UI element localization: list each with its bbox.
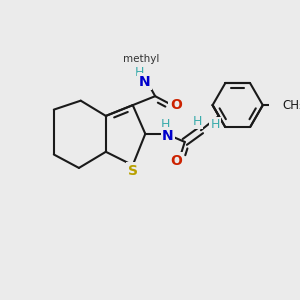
Text: O: O (170, 154, 182, 168)
Text: O: O (170, 98, 182, 112)
Text: CH₃: CH₃ (282, 99, 300, 112)
Text: N: N (162, 129, 173, 142)
Text: H: H (134, 66, 144, 80)
Text: methyl: methyl (123, 53, 159, 64)
Text: N: N (139, 75, 150, 89)
Text: H: H (193, 115, 202, 128)
Text: S: S (128, 164, 138, 178)
Text: H: H (161, 118, 171, 131)
Text: H: H (211, 118, 220, 131)
